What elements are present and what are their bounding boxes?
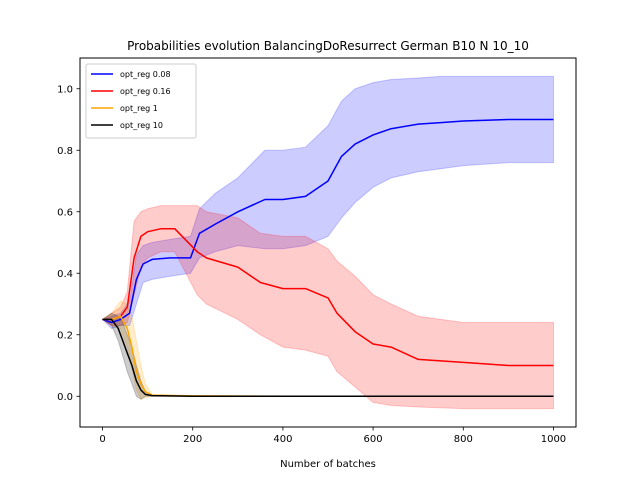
legend-label: opt_reg 0.08 bbox=[120, 70, 171, 79]
band-opt-reg-10 bbox=[101, 312, 554, 400]
x-tick-label: 1000 bbox=[541, 434, 566, 445]
x-tick-label: 600 bbox=[364, 434, 383, 445]
legend-box bbox=[85, 63, 197, 139]
y-tick-label: 1.0 bbox=[57, 84, 73, 95]
legend-label: opt_reg 0.16 bbox=[120, 87, 171, 96]
legend: opt_reg 0.08 opt_reg 0.16 opt_reg 1 opt_reg… bbox=[85, 63, 197, 139]
series-line-opt-reg-10 bbox=[102, 318, 554, 398]
x-axis-label: Number of batches bbox=[280, 459, 376, 470]
y-tick-label: 0.8 bbox=[57, 146, 73, 157]
y-tick-label: 0.0 bbox=[57, 392, 73, 403]
series-line-opt-reg-0-16 bbox=[102, 227, 554, 367]
x-tick-label: 400 bbox=[273, 434, 292, 445]
y-tick-label: 0.6 bbox=[57, 207, 73, 218]
x-tick-label: 200 bbox=[183, 434, 202, 445]
chart-title: Probabilities evolution BalancingDoResur… bbox=[127, 39, 529, 53]
y-tick-label: 0.2 bbox=[57, 330, 73, 341]
plot-area bbox=[101, 75, 554, 410]
y-axis: 0.0 0.2 0.4 0.6 0.8 1.0 bbox=[57, 84, 80, 403]
axes-frame bbox=[79, 57, 577, 428]
series-lines bbox=[102, 118, 554, 398]
legend-label: opt_reg 10 bbox=[120, 121, 163, 130]
legend-label: opt_reg 1 bbox=[120, 104, 158, 113]
series-line-opt-reg-0-08 bbox=[102, 118, 554, 324]
x-tick-label: 800 bbox=[454, 434, 473, 445]
y-tick-label: 0.4 bbox=[57, 269, 73, 280]
x-axis: 0 200 400 600 800 1000 bbox=[99, 427, 566, 445]
x-tick-label: 0 bbox=[99, 434, 105, 445]
